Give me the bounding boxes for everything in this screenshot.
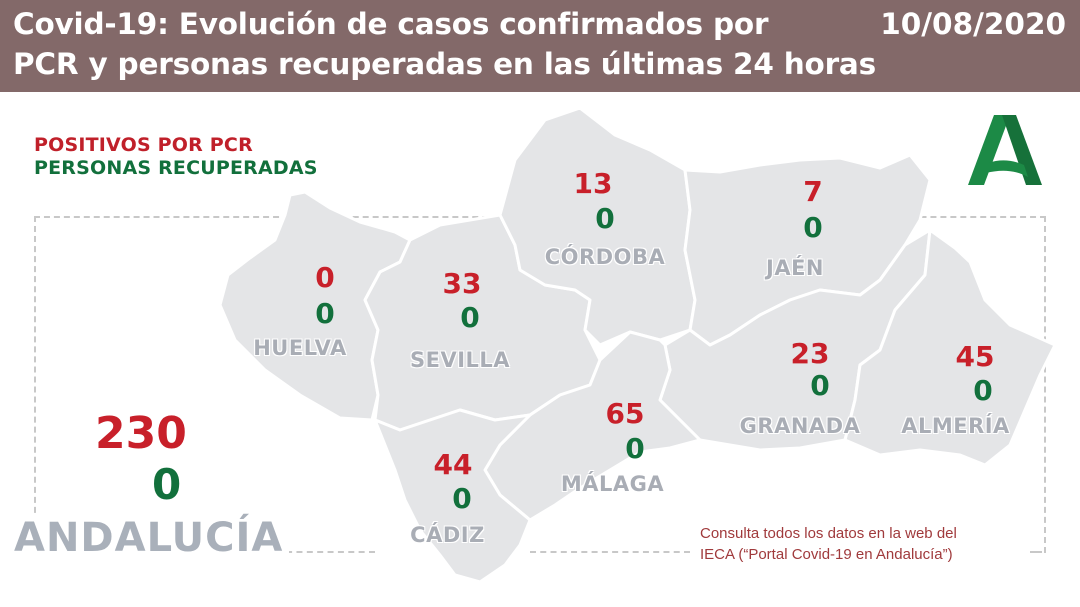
cordoba-recovered: 0 bbox=[595, 202, 615, 235]
malaga-recovered: 0 bbox=[625, 432, 645, 465]
legend: POSITIVOS POR PCR PERSONAS RECUPERADAS bbox=[34, 134, 318, 180]
cadiz-label: CÁDIZ bbox=[410, 523, 485, 547]
granada-positives: 23 bbox=[790, 337, 830, 370]
granada-label: GRANADA bbox=[739, 414, 861, 438]
sevilla-label: SEVILLA bbox=[409, 348, 511, 372]
page-title: Covid-19: Evolución de casos confirmados… bbox=[13, 4, 876, 84]
legend-recovered: PERSONAS RECUPERADAS bbox=[34, 157, 318, 179]
cordoba-label: CÓRDOBA bbox=[544, 245, 666, 269]
cadiz-positives: 44 bbox=[433, 448, 473, 481]
title-line-2: PCR y personas recuperadas en las última… bbox=[13, 47, 877, 81]
dashed-frame-bottom-right bbox=[1030, 551, 1042, 553]
cordoba-positives: 13 bbox=[573, 167, 613, 200]
malaga-positives: 65 bbox=[605, 397, 645, 430]
total-recovered: 0 bbox=[152, 460, 182, 509]
map-almeria bbox=[843, 228, 1057, 467]
source-note-line-1: Consulta todos los datos en la web del bbox=[700, 525, 957, 542]
source-note-line-2: IECA (“Portal Covid-19 en Andalucía”) bbox=[700, 546, 953, 563]
sevilla-positives: 33 bbox=[442, 267, 482, 300]
region-label: ANDALUCÍA bbox=[14, 515, 290, 561]
cadiz-recovered: 0 bbox=[452, 482, 472, 515]
total-positives: 230 bbox=[95, 408, 187, 459]
almeria-positives: 45 bbox=[955, 340, 995, 373]
huelva-positives: 0 bbox=[315, 261, 335, 294]
title-line-1: Covid-19: Evolución de casos confirmados… bbox=[13, 7, 769, 41]
report-date: 10/08/2020 bbox=[880, 7, 1066, 41]
dashed-frame-bottom-left bbox=[255, 551, 375, 553]
malaga-label: MÁLAGA bbox=[560, 472, 665, 496]
huelva-recovered: 0 bbox=[315, 297, 335, 330]
jaen-positives: 7 bbox=[803, 175, 823, 208]
jaen-label: JAÉN bbox=[766, 256, 824, 280]
huelva-label: HUELVA bbox=[253, 336, 347, 360]
map-cadiz bbox=[373, 408, 532, 584]
sevilla-recovered: 0 bbox=[460, 301, 480, 334]
legend-positives: POSITIVOS POR PCR bbox=[34, 134, 253, 156]
dashed-frame-bottom-mid bbox=[530, 551, 690, 553]
almeria-recovered: 0 bbox=[973, 374, 993, 407]
granada-recovered: 0 bbox=[810, 369, 830, 402]
almeria-label: ALMERÍA bbox=[901, 414, 1010, 438]
source-note: Consulta todos los datos en la web del I… bbox=[700, 523, 957, 565]
junta-andalucia-logo-icon bbox=[968, 115, 1042, 185]
jaen-recovered: 0 bbox=[803, 211, 823, 244]
header-banner: Covid-19: Evolución de casos confirmados… bbox=[0, 0, 1080, 92]
